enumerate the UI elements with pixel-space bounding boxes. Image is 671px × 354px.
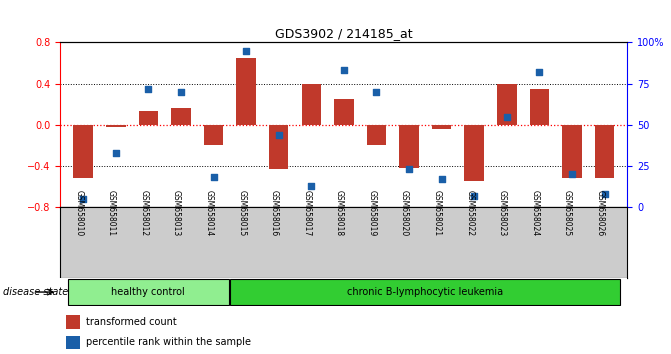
- Bar: [595, 125, 615, 178]
- Point: [501, 114, 512, 119]
- Bar: [334, 99, 354, 125]
- Point: [273, 132, 284, 137]
- Point: [143, 86, 154, 91]
- Bar: [366, 125, 386, 145]
- Point: [111, 150, 121, 156]
- Text: transformed count: transformed count: [86, 317, 176, 327]
- Bar: [106, 125, 125, 127]
- Bar: [432, 125, 452, 129]
- Text: GSM658010: GSM658010: [74, 190, 83, 236]
- Bar: [497, 84, 517, 125]
- Bar: [464, 125, 484, 181]
- Text: GSM658018: GSM658018: [335, 190, 344, 236]
- Text: GSM658026: GSM658026: [596, 190, 605, 236]
- Bar: [171, 108, 191, 125]
- Point: [306, 183, 317, 189]
- Point: [436, 176, 447, 182]
- Point: [599, 191, 610, 197]
- Text: disease state: disease state: [3, 287, 68, 297]
- Bar: [399, 125, 419, 168]
- Text: GSM658012: GSM658012: [140, 190, 148, 236]
- Text: GSM658021: GSM658021: [433, 190, 442, 236]
- Text: GSM658024: GSM658024: [530, 190, 539, 236]
- Bar: [562, 125, 582, 178]
- Bar: [73, 125, 93, 178]
- Text: GSM658011: GSM658011: [107, 190, 116, 236]
- Text: GSM658019: GSM658019: [368, 190, 376, 236]
- Bar: [236, 58, 256, 125]
- Bar: [66, 315, 81, 329]
- Bar: [68, 279, 229, 305]
- Text: GSM658023: GSM658023: [498, 190, 507, 236]
- Text: percentile rank within the sample: percentile rank within the sample: [86, 337, 251, 348]
- Text: GSM658015: GSM658015: [237, 190, 246, 236]
- Bar: [231, 279, 620, 305]
- Bar: [204, 125, 223, 145]
- Point: [469, 193, 480, 198]
- Text: healthy control: healthy control: [111, 287, 185, 297]
- Text: GSM658025: GSM658025: [563, 190, 572, 236]
- Text: GSM658017: GSM658017: [303, 190, 311, 236]
- Text: GSM658014: GSM658014: [205, 190, 213, 236]
- Title: GDS3902 / 214185_at: GDS3902 / 214185_at: [275, 27, 413, 40]
- Text: GSM658013: GSM658013: [172, 190, 181, 236]
- Point: [534, 69, 545, 75]
- Point: [176, 89, 187, 95]
- Text: GSM658020: GSM658020: [400, 190, 409, 236]
- Point: [78, 196, 89, 202]
- Bar: [301, 84, 321, 125]
- Point: [404, 166, 415, 172]
- Bar: [269, 125, 289, 169]
- Text: GSM658022: GSM658022: [465, 190, 474, 236]
- Point: [339, 68, 350, 73]
- Point: [208, 175, 219, 180]
- Bar: [139, 112, 158, 125]
- Point: [241, 48, 252, 53]
- Point: [371, 89, 382, 95]
- Bar: [66, 336, 81, 349]
- Bar: [529, 89, 549, 125]
- Text: chronic B-lymphocytic leukemia: chronic B-lymphocytic leukemia: [348, 287, 503, 297]
- Text: GSM658016: GSM658016: [270, 190, 278, 236]
- Point: [566, 171, 577, 177]
